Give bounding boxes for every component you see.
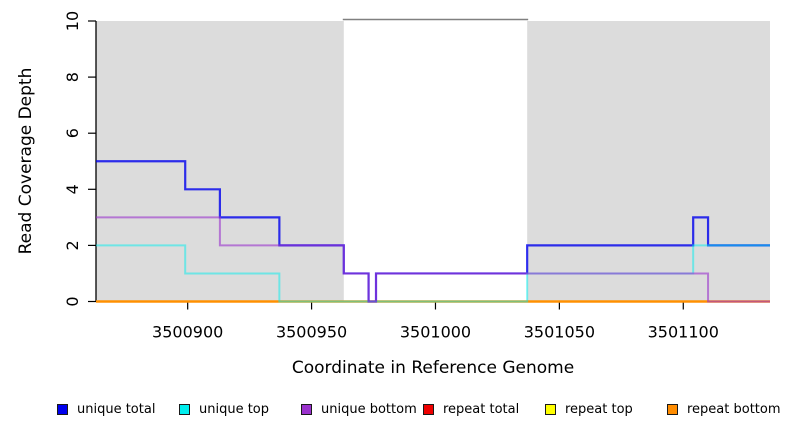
coverage-chart: 3500900 3500950 3501000 3501050 3501100 0 2 4 6 8…: [16, 11, 770, 378]
y-tick-label: 4: [63, 184, 82, 194]
legend-label: repeat total: [443, 401, 520, 417]
y-tick-label: 10: [63, 11, 82, 31]
x-tick-label: 3500900: [152, 323, 223, 342]
y-tick-label: 2: [63, 240, 82, 250]
x-tick-label: 3501100: [648, 323, 719, 342]
repeat-bottom-swatch-icon: [667, 403, 678, 415]
legend-item-unique-total: unique total: [57, 403, 179, 416]
legend-item-unique-bottom: unique bottom: [301, 403, 423, 416]
shaded-region-2: [527, 21, 770, 302]
legend-label: unique total: [77, 401, 156, 417]
repeat-top-swatch-icon: [545, 403, 556, 415]
y-tick-label: 6: [63, 128, 82, 138]
legend-label: unique top: [199, 401, 270, 417]
legend-label: repeat bottom: [687, 401, 781, 417]
legend-item-unique-top: unique top: [179, 403, 301, 416]
unique-total-swatch-icon: [57, 403, 68, 415]
repeat-total-swatch-icon: [423, 403, 434, 415]
x-tick-label: 3500950: [276, 323, 347, 342]
legend-item-repeat-top: repeat top: [545, 403, 667, 416]
y-tick-label: 8: [63, 72, 82, 82]
plot-area: 3500900 3500950 3501000 3501050 3501100 0 2 4 6 8…: [63, 11, 770, 342]
legend-label: repeat top: [565, 401, 633, 417]
unique-bottom-swatch-icon: [301, 403, 312, 415]
x-axis-title: Coordinate in Reference Genome: [292, 358, 574, 378]
legend-item-repeat-bottom: repeat bottom: [667, 403, 789, 416]
x-tick-label: 3501000: [400, 323, 471, 342]
series-unique-bottom-line: [96, 216, 770, 303]
legend-label: unique bottom: [321, 401, 417, 417]
legend: unique total unique top unique bottom repea…: [57, 398, 789, 420]
legend-item-repeat-total: repeat total: [423, 403, 545, 416]
unique-top-swatch-icon: [179, 403, 190, 415]
y-tick-label: 0: [63, 296, 82, 306]
x-tick-label: 3501050: [524, 323, 595, 342]
series-unique-top-line: [96, 244, 770, 303]
y-axis-title: Read Coverage Depth: [16, 68, 36, 255]
